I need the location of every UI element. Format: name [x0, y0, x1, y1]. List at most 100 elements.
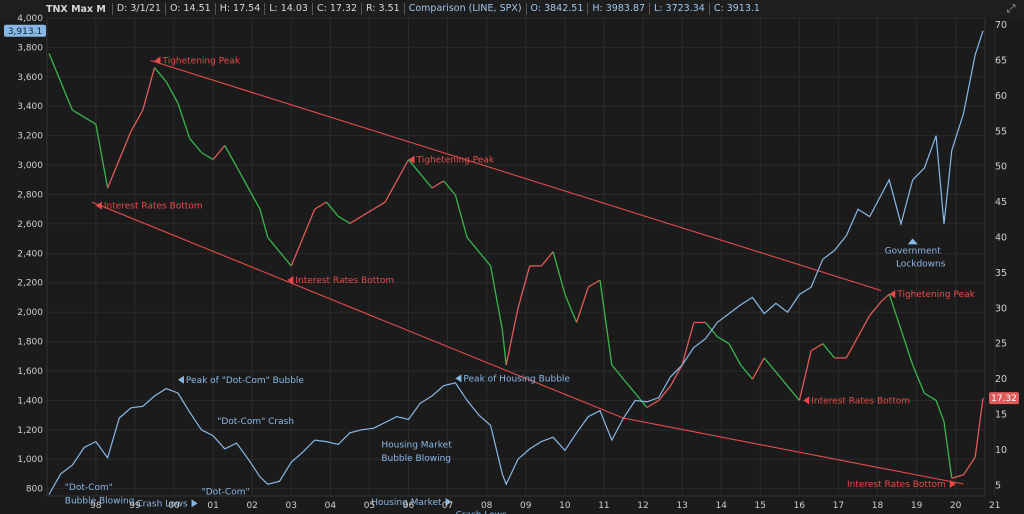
ticker-symbol[interactable]: TNX Max M [46, 3, 106, 15]
tnx-segment [267, 237, 281, 253]
annotation-pointer [177, 375, 184, 384]
tnx-segment [142, 67, 156, 111]
tnx-segment [575, 286, 589, 323]
right-tick-label: 55 [995, 126, 1007, 137]
annotation-pointer [455, 374, 462, 383]
right-tick-label: 5 [995, 480, 1001, 491]
tnx-segment [419, 173, 433, 189]
x-tick-label: 01 [207, 501, 218, 511]
annotation-label: "Dot-Com" [65, 483, 113, 493]
comparison-label[interactable]: Comparison (LINE, SPX) [403, 3, 526, 15]
annotation-pointer [154, 56, 161, 65]
tnx-segment [552, 251, 566, 295]
annotation-label: Interest Rates Bottom [295, 276, 394, 286]
right-tick-label: 15 [995, 410, 1007, 421]
tnx-segment [431, 180, 445, 189]
chart-header: TNX Max M D: 3/1/21 O: 14.51 H: 17.54 L:… [0, 0, 1024, 18]
tnx-segment [501, 329, 507, 366]
left-tick-label: 1,000 [17, 455, 43, 465]
tnx-segment [681, 322, 695, 366]
tnx-segment [646, 399, 660, 409]
tnx-segment [118, 131, 132, 160]
annotation-pointer [907, 238, 918, 245]
comparison-low: L: 3723.34 [649, 3, 709, 15]
annotation-label: Interest Rates Bottom [104, 202, 203, 212]
tnx-segment [349, 215, 362, 224]
tnx-segment [880, 293, 890, 302]
tnx-segment [587, 279, 601, 288]
x-tick-label: 15 [755, 501, 766, 511]
tnx-segment [259, 209, 269, 238]
tnx-segment [443, 180, 456, 196]
right-tick-label: 45 [995, 197, 1007, 208]
x-axis: 98 99 00 01 02 03 04 05 06 07 08 09 10 11 12 13 14 15 16 17… [90, 501, 1000, 511]
annotation-label: Interest Rates Bottom [847, 480, 946, 490]
tnx-segment [466, 237, 480, 253]
tnx-segment [72, 109, 85, 118]
tnx-segment [943, 421, 953, 479]
tnx-segment [540, 251, 554, 267]
bar-range: R: 3.51 [361, 3, 404, 15]
tnx-segment [302, 208, 316, 238]
left-tick-label: 2,200 [17, 279, 43, 289]
left-tick-label: 2,400 [17, 249, 43, 259]
right-tick-label: 25 [995, 339, 1007, 350]
right-axis: 5 10 15 20 25 30 35 40 45 50 55 60 65 70 17.32 [989, 20, 1019, 491]
comparison-close: C: 3913.1 [708, 3, 764, 15]
right-tick-label: 50 [995, 162, 1007, 173]
annotation-label: Crash Lows [136, 499, 187, 509]
annotation-pointer [408, 155, 415, 164]
x-tick-label: 14 [715, 501, 727, 511]
annotation-label: Tighetening Peak [896, 290, 975, 300]
tnx-segment [83, 116, 97, 125]
annotation-label: Tighetening Peak [161, 56, 240, 66]
right-tick-label: 20 [995, 374, 1007, 385]
tnx-segment [212, 145, 226, 161]
tnx-segment [962, 456, 976, 476]
tnx-segment [974, 398, 984, 458]
annotation-pointer [803, 396, 810, 405]
tnx-segment [130, 109, 144, 132]
x-tick-label: 13 [676, 501, 687, 511]
left-tick-label: 2,600 [17, 220, 43, 230]
spx-line [48, 30, 984, 495]
grid-lines [46, 17, 996, 497]
tnx-segment [857, 315, 871, 338]
tnx-segment [810, 343, 824, 352]
expand-icon[interactable]: ⤢ [1006, 2, 1016, 15]
tnx-segment [478, 251, 492, 267]
x-tick-label: 02 [246, 501, 257, 511]
comparison-open: O: 3842.51 [525, 3, 588, 15]
tnx-segment [489, 265, 503, 330]
comparison-high: H: 3983.87 [587, 3, 649, 15]
annotation-label: Government [885, 246, 942, 256]
annotation-pointer [889, 290, 896, 299]
tnx-segment [798, 350, 812, 401]
right-tick-label: 10 [995, 445, 1007, 456]
trendline [91, 201, 964, 485]
bar-high: H: 17.54 [214, 3, 265, 15]
tnx-segment [912, 364, 926, 394]
annotation-label: Lockdowns [896, 260, 946, 270]
left-tick-label: 1,800 [17, 338, 43, 348]
tnx-segment [740, 364, 753, 380]
annotation-pointer [287, 276, 294, 285]
x-tick-label: 12 [637, 501, 648, 511]
tnx-segment [314, 201, 327, 210]
tnx-segment [236, 166, 249, 189]
tnx-segment [361, 208, 374, 217]
tnx-segment [201, 151, 214, 161]
tnx-segment [611, 364, 625, 380]
bar-date: D: 3/1/21 [111, 3, 165, 15]
tnx-segment [165, 81, 179, 104]
tnx-segment [888, 293, 902, 330]
annotation-label: Interest Rates Bottom [811, 396, 910, 406]
annotation-label: "Dot-Com" [202, 488, 250, 498]
x-tick-label: 05 [364, 501, 375, 511]
annotation-label: Peak of Housing Bubble [463, 374, 570, 384]
tnx-segment [599, 279, 613, 366]
annotation-label: Bubble Blowing [381, 454, 451, 464]
left-tick-label: 3,000 [17, 161, 43, 171]
tnx-segment [177, 102, 191, 139]
